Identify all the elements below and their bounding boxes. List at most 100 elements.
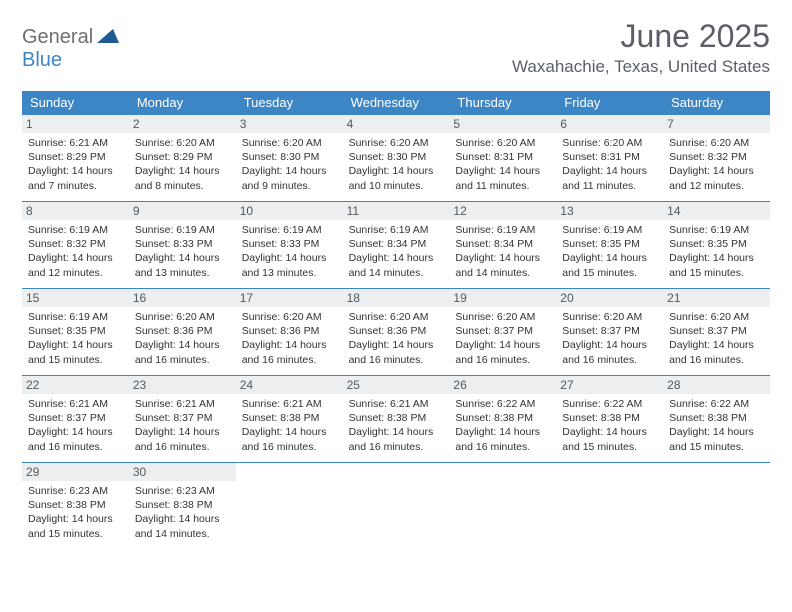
- sunrise-text: Sunrise: 6:21 AM: [349, 397, 444, 411]
- sunrise-text: Sunrise: 6:22 AM: [669, 397, 764, 411]
- daylight-text: Daylight: 14 hours and 16 minutes.: [135, 425, 230, 453]
- day-body: Sunrise: 6:21 AMSunset: 8:38 PMDaylight:…: [242, 397, 337, 454]
- header-cell-monday: Monday: [129, 91, 236, 114]
- header-cell-friday: Friday: [556, 91, 663, 114]
- sunset-text: Sunset: 8:38 PM: [242, 411, 337, 425]
- day-cell: 17Sunrise: 6:20 AMSunset: 8:36 PMDayligh…: [236, 289, 343, 375]
- daylight-text: Daylight: 14 hours and 14 minutes.: [455, 251, 550, 279]
- day-body: Sunrise: 6:21 AMSunset: 8:38 PMDaylight:…: [349, 397, 444, 454]
- day-body: Sunrise: 6:20 AMSunset: 8:30 PMDaylight:…: [349, 136, 444, 193]
- day-body: Sunrise: 6:23 AMSunset: 8:38 PMDaylight:…: [28, 484, 123, 541]
- day-number: 24: [236, 376, 343, 394]
- day-number: 9: [129, 202, 236, 220]
- day-number: 1: [22, 115, 129, 133]
- day-number: 16: [129, 289, 236, 307]
- day-number: 23: [129, 376, 236, 394]
- day-cell: 4Sunrise: 6:20 AMSunset: 8:30 PMDaylight…: [343, 115, 450, 201]
- daylight-text: Daylight: 14 hours and 15 minutes.: [669, 251, 764, 279]
- day-number: 12: [449, 202, 556, 220]
- sunset-text: Sunset: 8:35 PM: [562, 237, 657, 251]
- day-cell: 2Sunrise: 6:20 AMSunset: 8:29 PMDaylight…: [129, 115, 236, 201]
- sunrise-text: Sunrise: 6:20 AM: [669, 136, 764, 150]
- sunset-text: Sunset: 8:35 PM: [669, 237, 764, 251]
- sunset-text: Sunset: 8:37 PM: [562, 324, 657, 338]
- sunrise-text: Sunrise: 6:19 AM: [562, 223, 657, 237]
- day-body: Sunrise: 6:19 AMSunset: 8:34 PMDaylight:…: [349, 223, 444, 280]
- day-body: Sunrise: 6:21 AMSunset: 8:37 PMDaylight:…: [135, 397, 230, 454]
- day-body: Sunrise: 6:19 AMSunset: 8:33 PMDaylight:…: [242, 223, 337, 280]
- daylight-text: Daylight: 14 hours and 15 minutes.: [669, 425, 764, 453]
- triangle-icon: [97, 30, 119, 47]
- day-number: 18: [343, 289, 450, 307]
- sunrise-text: Sunrise: 6:21 AM: [28, 397, 123, 411]
- daylight-text: Daylight: 14 hours and 16 minutes.: [28, 425, 123, 453]
- day-cell: 13Sunrise: 6:19 AMSunset: 8:35 PMDayligh…: [556, 202, 663, 288]
- week-row: 22Sunrise: 6:21 AMSunset: 8:37 PMDayligh…: [22, 375, 770, 462]
- day-cell: 10Sunrise: 6:19 AMSunset: 8:33 PMDayligh…: [236, 202, 343, 288]
- day-cell: 18 Sunrise: 6:20 AMSunset: 8:36 PMDayligh…: [343, 289, 450, 375]
- day-cell: 28Sunrise: 6:22 AMSunset: 8:38 PMDayligh…: [663, 376, 770, 462]
- week-row: 15Sunrise: 6:19 AMSunset: 8:35 PMDayligh…: [22, 288, 770, 375]
- topbar: General Blue June 2025 Waxahachie, Texas…: [22, 18, 770, 77]
- sunset-text: Sunset: 8:38 PM: [135, 498, 230, 512]
- sunset-text: Sunset: 8:38 PM: [349, 411, 444, 425]
- day-cell: 21Sunrise: 6:20 AMSunset: 8:37 PMDayligh…: [663, 289, 770, 375]
- day-number: 8: [22, 202, 129, 220]
- daylight-text: Daylight: 14 hours and 7 minutes.: [28, 164, 123, 192]
- day-body: Sunrise: 6:20 AMSunset: 8:36 PMDaylight:…: [349, 310, 444, 367]
- day-cell: 16Sunrise: 6:20 AMSunset: 8:36 PMDayligh…: [129, 289, 236, 375]
- day-cell: 26Sunrise: 6:22 AMSunset: 8:38 PMDayligh…: [449, 376, 556, 462]
- day-cell: 22Sunrise: 6:21 AMSunset: 8:37 PMDayligh…: [22, 376, 129, 462]
- day-body: Sunrise: 6:22 AMSunset: 8:38 PMDaylight:…: [669, 397, 764, 454]
- day-cell: 30Sunrise: 6:23 AMSunset: 8:38 PMDayligh…: [129, 463, 236, 549]
- daylight-text: Daylight: 14 hours and 16 minutes.: [455, 338, 550, 366]
- day-cell: 19Sunrise: 6:20 AMSunset: 8:37 PMDayligh…: [449, 289, 556, 375]
- header-cell-tuesday: Tuesday: [236, 91, 343, 114]
- day-cell: 14Sunrise: 6:19 AMSunset: 8:35 PMDayligh…: [663, 202, 770, 288]
- sunrise-text: Sunrise: 6:19 AM: [455, 223, 550, 237]
- day-number: 11: [343, 202, 450, 220]
- day-number: 2: [129, 115, 236, 133]
- daylight-text: Daylight: 14 hours and 15 minutes.: [28, 512, 123, 540]
- sunrise-text: Sunrise: 6:20 AM: [669, 310, 764, 324]
- daylight-text: Daylight: 14 hours and 16 minutes.: [349, 338, 444, 366]
- calendar-header-row: SundayMondayTuesdayWednesdayThursdayFrid…: [22, 91, 770, 114]
- daylight-text: Daylight: 14 hours and 12 minutes.: [669, 164, 764, 192]
- daylight-text: Daylight: 14 hours and 14 minutes.: [135, 512, 230, 540]
- day-cell: [663, 463, 770, 549]
- sunset-text: Sunset: 8:30 PM: [349, 150, 444, 164]
- sunrise-text: Sunrise: 6:23 AM: [135, 484, 230, 498]
- day-body: Sunrise: 6:20 AMSunset: 8:31 PMDaylight:…: [562, 136, 657, 193]
- header-cell-saturday: Saturday: [663, 91, 770, 114]
- sunrise-text: Sunrise: 6:19 AM: [135, 223, 230, 237]
- logo-text-blue: Blue: [22, 49, 62, 71]
- day-body: Sunrise: 6:19 AMSunset: 8:35 PMDaylight:…: [669, 223, 764, 280]
- day-body: Sunrise: 6:20 AMSunset: 8:32 PMDaylight:…: [669, 136, 764, 193]
- daylight-text: Daylight: 14 hours and 15 minutes.: [562, 251, 657, 279]
- daylight-text: Daylight: 14 hours and 11 minutes.: [562, 164, 657, 192]
- day-cell: 27Sunrise: 6:22 AMSunset: 8:38 PMDayligh…: [556, 376, 663, 462]
- day-cell: 15Sunrise: 6:19 AMSunset: 8:35 PMDayligh…: [22, 289, 129, 375]
- sunrise-text: Sunrise: 6:20 AM: [562, 310, 657, 324]
- daylight-text: Daylight: 14 hours and 10 minutes.: [349, 164, 444, 192]
- week-row: 1Sunrise: 6:21 AMSunset: 8:29 PMDaylight…: [22, 114, 770, 201]
- sunrise-text: Sunrise: 6:19 AM: [242, 223, 337, 237]
- logo-text: General Blue: [22, 26, 119, 72]
- header-cell-sunday: Sunday: [22, 91, 129, 114]
- sunrise-text: Sunrise: 6:20 AM: [455, 310, 550, 324]
- sunrise-text: Sunrise: 6:23 AM: [28, 484, 123, 498]
- sunset-text: Sunset: 8:37 PM: [455, 324, 550, 338]
- sunrise-text: Sunrise: 6:19 AM: [28, 223, 123, 237]
- sunrise-text: Sunrise: 6:20 AM: [562, 136, 657, 150]
- day-number: 5: [449, 115, 556, 133]
- day-cell: 9Sunrise: 6:19 AMSunset: 8:33 PMDaylight…: [129, 202, 236, 288]
- day-number: 27: [556, 376, 663, 394]
- day-cell: 11 Sunrise: 6:19 AMSunset: 8:34 PMDayligh…: [343, 202, 450, 288]
- sunset-text: Sunset: 8:35 PM: [28, 324, 123, 338]
- day-cell: 7Sunrise: 6:20 AMSunset: 8:32 PMDaylight…: [663, 115, 770, 201]
- daylight-text: Daylight: 14 hours and 13 minutes.: [242, 251, 337, 279]
- sunset-text: Sunset: 8:36 PM: [242, 324, 337, 338]
- day-body: Sunrise: 6:19 AMSunset: 8:34 PMDaylight:…: [455, 223, 550, 280]
- location: Waxahachie, Texas, United States: [512, 57, 770, 77]
- logo-text-general: General: [22, 26, 93, 48]
